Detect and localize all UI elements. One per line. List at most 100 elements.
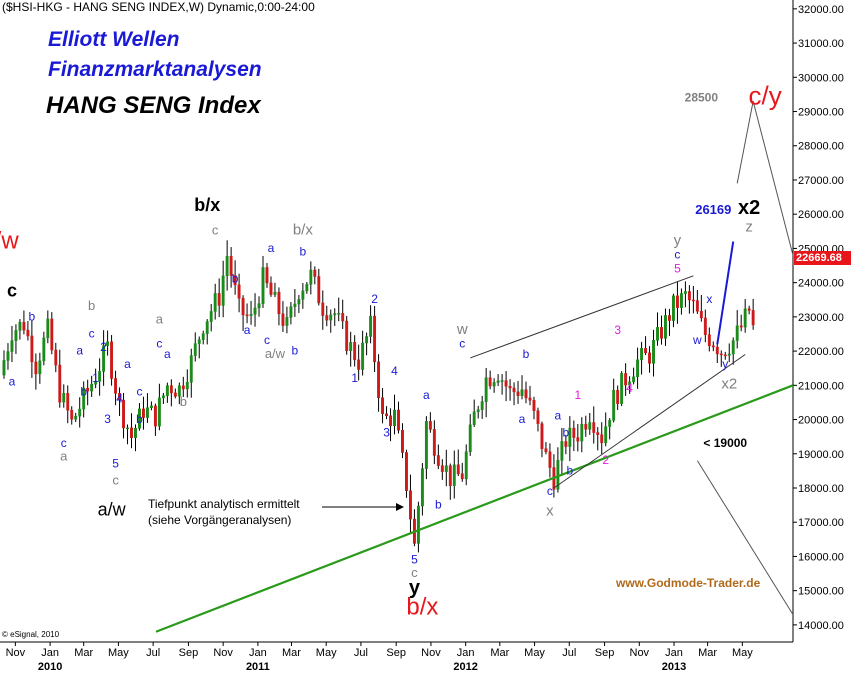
candle xyxy=(648,346,651,373)
candle-body xyxy=(102,345,106,372)
wave-label: b xyxy=(136,412,143,426)
candle xyxy=(675,281,679,324)
candle-body xyxy=(361,342,365,370)
candle-body xyxy=(640,348,644,361)
candle xyxy=(668,308,671,336)
candle-body xyxy=(424,421,428,469)
wave-label: x xyxy=(546,502,554,519)
y-tick-label: 31000.00 xyxy=(798,38,844,50)
candle-body xyxy=(468,424,472,453)
candle xyxy=(544,442,548,455)
candle-body xyxy=(715,346,719,355)
candle xyxy=(440,459,444,480)
candle-body xyxy=(269,282,273,295)
wave-label: y xyxy=(722,357,728,371)
candle-body xyxy=(624,373,628,386)
candle-body xyxy=(345,320,349,351)
candle xyxy=(153,403,157,436)
candle xyxy=(161,392,165,404)
wave-labels: a/wcb/xcb/xba/wc5yc5b/xwcxcyc5x2yx2z2616… xyxy=(0,81,782,621)
candle-body xyxy=(249,314,253,316)
candle-body xyxy=(58,364,62,403)
candle xyxy=(632,367,636,385)
candle-body xyxy=(301,290,305,300)
y-tick-label: 14000.00 xyxy=(798,620,844,632)
wave-label: 4 xyxy=(116,391,123,405)
candle xyxy=(225,240,229,291)
candle-body xyxy=(444,465,448,472)
wave-label: a xyxy=(156,312,164,327)
candle xyxy=(528,385,532,406)
y-tick-label: 24000.00 xyxy=(798,278,844,290)
candle xyxy=(30,320,34,378)
wave-label: b xyxy=(80,385,87,399)
candle-body xyxy=(660,327,663,339)
candle-body xyxy=(157,397,161,427)
candle xyxy=(628,376,632,394)
candle xyxy=(38,352,42,384)
candle-body xyxy=(337,313,341,315)
wave-label: 4 xyxy=(391,364,398,378)
candle-body xyxy=(245,314,249,317)
candle-body xyxy=(321,302,325,316)
candle xyxy=(448,463,452,500)
candle xyxy=(86,379,90,406)
candle-body xyxy=(492,382,496,387)
candle-body xyxy=(420,468,424,507)
candle xyxy=(349,331,353,367)
candle xyxy=(464,444,468,486)
candle-body xyxy=(476,409,480,413)
wave-label: z xyxy=(745,218,753,235)
candle xyxy=(719,350,723,367)
wave-label: b xyxy=(292,344,299,358)
candle-body xyxy=(221,275,225,306)
candle-body xyxy=(62,392,66,403)
candle-body xyxy=(516,391,520,396)
y-tick-label: 17000.00 xyxy=(798,517,844,529)
copyright: © eSignal, 2010 xyxy=(2,630,60,639)
candle xyxy=(512,382,516,406)
candle xyxy=(432,420,436,465)
wave-label: b xyxy=(435,498,442,512)
candle xyxy=(233,260,237,295)
candle xyxy=(640,341,644,375)
candle-body xyxy=(50,318,54,351)
candle xyxy=(416,501,420,553)
candle xyxy=(624,363,628,396)
wave-label: 3 xyxy=(614,323,621,337)
candle-body xyxy=(592,422,596,433)
candle-body xyxy=(664,315,667,339)
y-tick-label: 27000.00 xyxy=(798,175,844,187)
wave-label: c xyxy=(459,337,465,351)
candle xyxy=(452,450,456,499)
candle-body xyxy=(169,385,173,394)
candle-body xyxy=(600,434,604,444)
candle-body xyxy=(253,307,257,315)
wave-label: a xyxy=(164,347,171,361)
candle xyxy=(608,418,612,440)
candle xyxy=(102,330,106,386)
candle-body xyxy=(205,321,209,334)
candle xyxy=(337,297,341,322)
candle-body xyxy=(604,426,608,444)
candle xyxy=(201,330,205,345)
candle-body xyxy=(751,310,755,326)
candle-body xyxy=(161,395,165,399)
candle-body xyxy=(432,429,436,456)
x-year-label: 2010 xyxy=(38,661,62,673)
candle xyxy=(596,427,600,451)
wave-label: b xyxy=(232,272,239,286)
candle-body xyxy=(580,423,584,442)
candle xyxy=(703,309,707,343)
candle xyxy=(213,283,217,320)
y-tick-label: 16000.00 xyxy=(798,551,844,563)
candle xyxy=(90,375,94,397)
wave-label: a xyxy=(244,323,251,337)
candle-body xyxy=(38,360,42,375)
candle-body xyxy=(201,333,205,340)
candle-body xyxy=(731,340,735,355)
candle xyxy=(524,381,528,404)
candle-body xyxy=(440,465,444,472)
candle xyxy=(616,385,620,410)
candle xyxy=(715,340,719,363)
